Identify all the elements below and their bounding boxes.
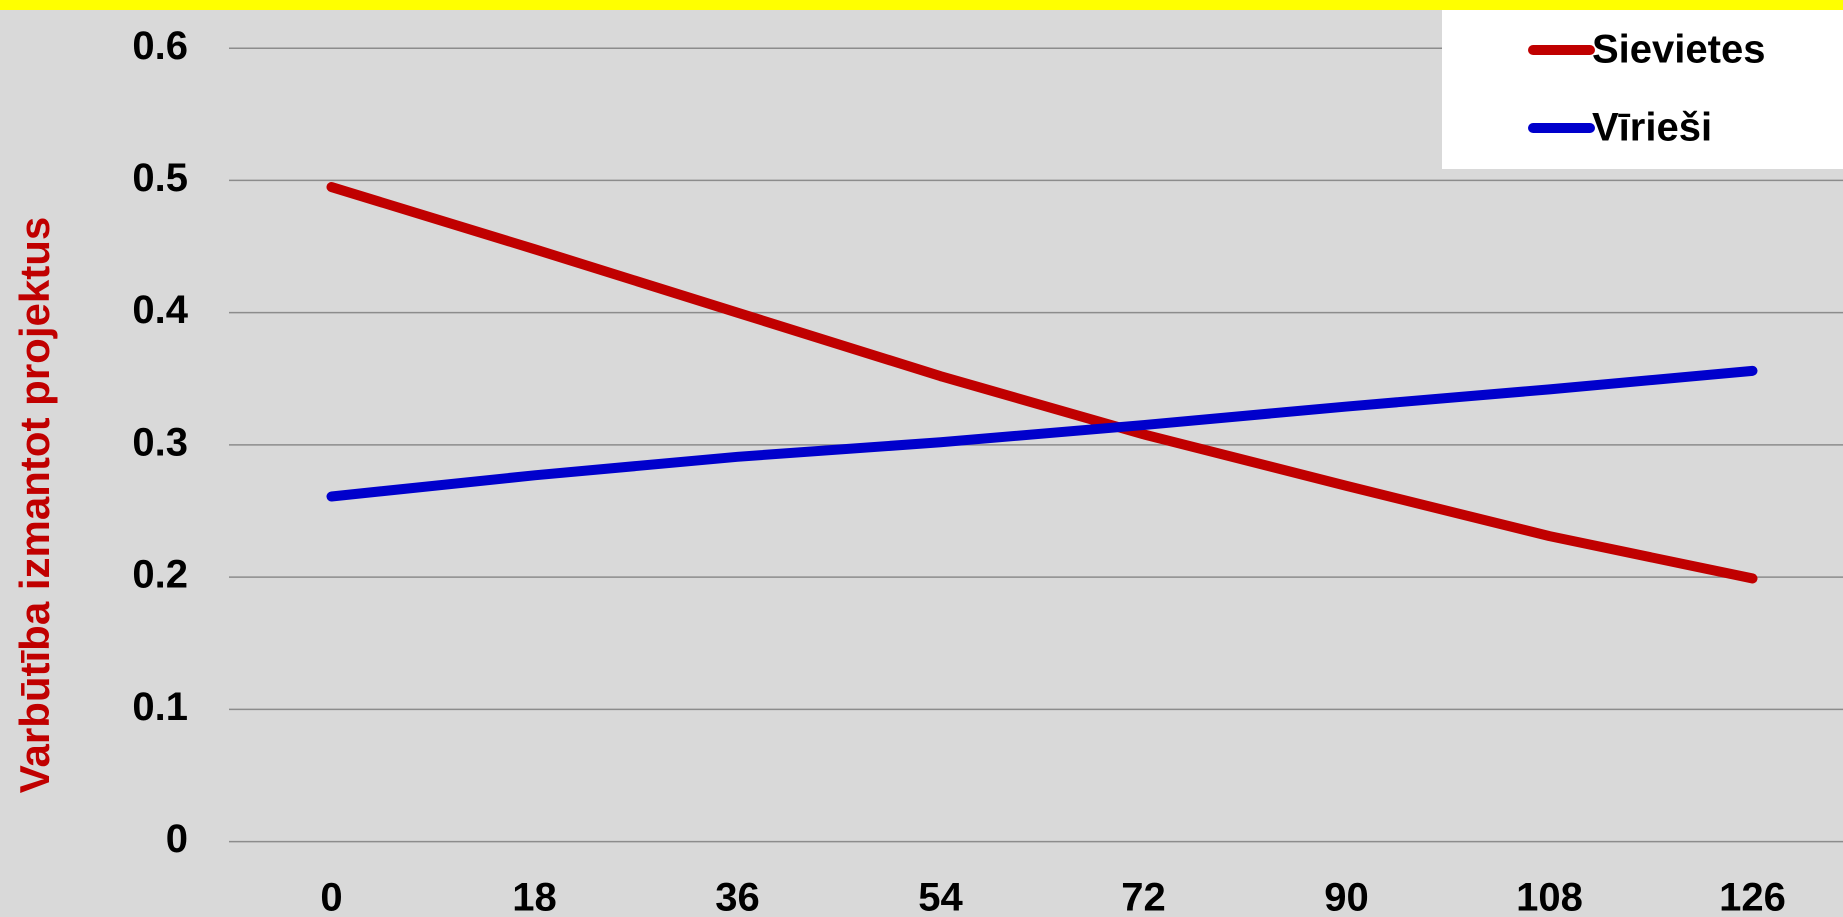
top-band [0, 0, 1843, 10]
y-tick-label: 0.2 [132, 553, 188, 597]
x-tick-label: 108 [1516, 876, 1583, 917]
legend-label: Vīrieši [1592, 106, 1712, 150]
legend-label: Sievietes [1592, 28, 1765, 72]
y-axis-label: Varbūtība izmantot projektus [11, 217, 58, 793]
y-tick-label: 0.1 [132, 685, 188, 729]
y-tick-label: 0.3 [132, 420, 188, 464]
y-tick-label: 0.4 [132, 288, 188, 332]
x-tick-label: 36 [715, 876, 760, 917]
x-tick-label: 18 [512, 876, 557, 917]
series-line [326, 182, 1758, 584]
legend: Sievietes Vīrieši [1442, 10, 1843, 169]
x-tick-label: 0 [320, 876, 342, 917]
x-tick-label: 126 [1719, 876, 1786, 917]
y-tick-label: 0.6 [132, 24, 188, 68]
x-tick-label: 54 [918, 876, 963, 917]
legend-box [1442, 10, 1843, 169]
y-tick-label: 0 [166, 817, 188, 861]
series-line [326, 365, 1758, 502]
x-tick-label: 72 [1121, 876, 1166, 917]
y-tick-label: 0.5 [132, 156, 188, 200]
x-tick-label: 90 [1324, 876, 1369, 917]
